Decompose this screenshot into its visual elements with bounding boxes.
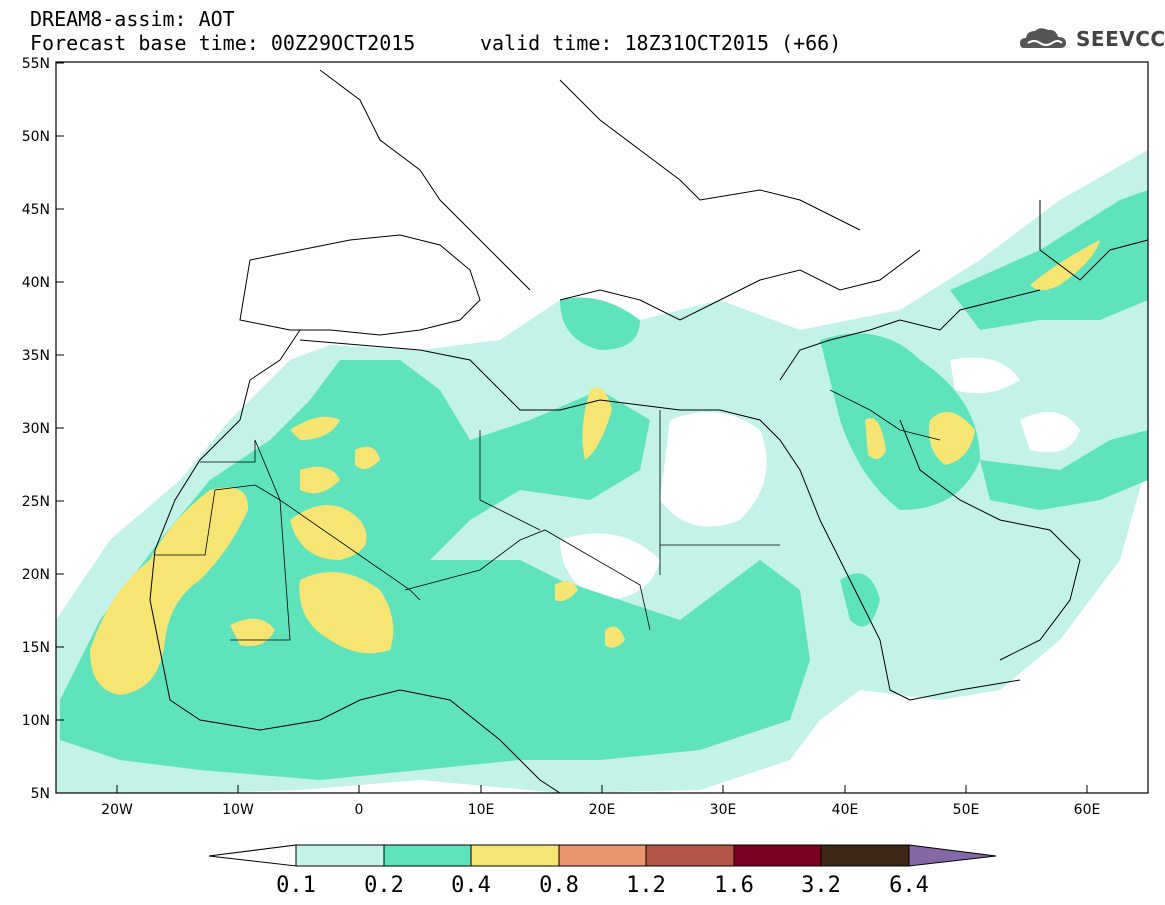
- colorbar-cell: [558, 844, 647, 867]
- colorbar-label: 1.6: [714, 873, 754, 898]
- logo-text: SEEVCCC: [1076, 27, 1165, 51]
- lon-label: 20W: [101, 802, 133, 818]
- colorbar-label: 0.4: [451, 873, 491, 898]
- lat-label: 20N: [22, 567, 50, 583]
- colorbar-cell: [383, 844, 472, 867]
- lat-label: 40N: [22, 275, 50, 291]
- colorbar-cell: [820, 844, 910, 867]
- colorbar-label: 6.4: [889, 873, 929, 898]
- colorbar-cell: [208, 844, 297, 867]
- colorbar: 0.1 0.2 0.4 0.8 1.2 1.6 3.2 6.4: [208, 844, 997, 898]
- longitude-axis: 20W 10W 0 10E 20E 30E 40E 50E 60E: [101, 785, 1100, 818]
- lat-label: 30N: [22, 421, 50, 437]
- borders: [155, 389, 941, 641]
- lat-label: 55N: [22, 56, 50, 72]
- colorbar-label: 1.2: [626, 873, 666, 898]
- colorbar-cell: [470, 844, 560, 867]
- valid-time: valid time: 18Z31OCT2015 (+66): [480, 31, 842, 55]
- lon-label: 30E: [710, 802, 737, 818]
- forecast-base-time: Forecast base time: 00Z29OCT2015: [30, 31, 416, 55]
- colorbar-label: 0.8: [539, 873, 579, 898]
- lon-label: 60E: [1074, 802, 1101, 818]
- colorbar-cell: [908, 844, 997, 867]
- lon-label: 20E: [589, 802, 616, 818]
- lon-label: 40E: [832, 802, 859, 818]
- latitude-axis: 5N 10N 15N 20N 25N 30N 35N 40N 45N 50N 5…: [22, 56, 64, 802]
- colorbar-cell: [645, 844, 735, 867]
- lat-label: 35N: [22, 348, 50, 364]
- lon-label: 10E: [468, 802, 495, 818]
- colorbar-cell: [733, 844, 822, 867]
- colorbar-label: 0.2: [364, 873, 404, 898]
- colorbar-label: 0.1: [276, 873, 316, 898]
- lon-label: 10W: [222, 802, 254, 818]
- lat-label: 25N: [22, 494, 50, 510]
- colorbar-label: 3.2: [801, 873, 841, 898]
- chart-title: DREAM8-assim: AOT: [30, 7, 235, 31]
- colorbar-cell: [295, 844, 385, 867]
- lat-label: 15N: [22, 640, 50, 656]
- lat-label: 10N: [22, 713, 50, 729]
- coastlines: [149, 69, 1148, 793]
- lat-label: 45N: [22, 202, 50, 218]
- lon-label: 50E: [953, 802, 980, 818]
- aot-field: [56, 62, 1148, 793]
- lat-label: 50N: [22, 129, 50, 145]
- lat-label: 5N: [31, 786, 50, 802]
- lon-label: 0: [355, 802, 364, 818]
- cloud-icon: [1020, 28, 1066, 48]
